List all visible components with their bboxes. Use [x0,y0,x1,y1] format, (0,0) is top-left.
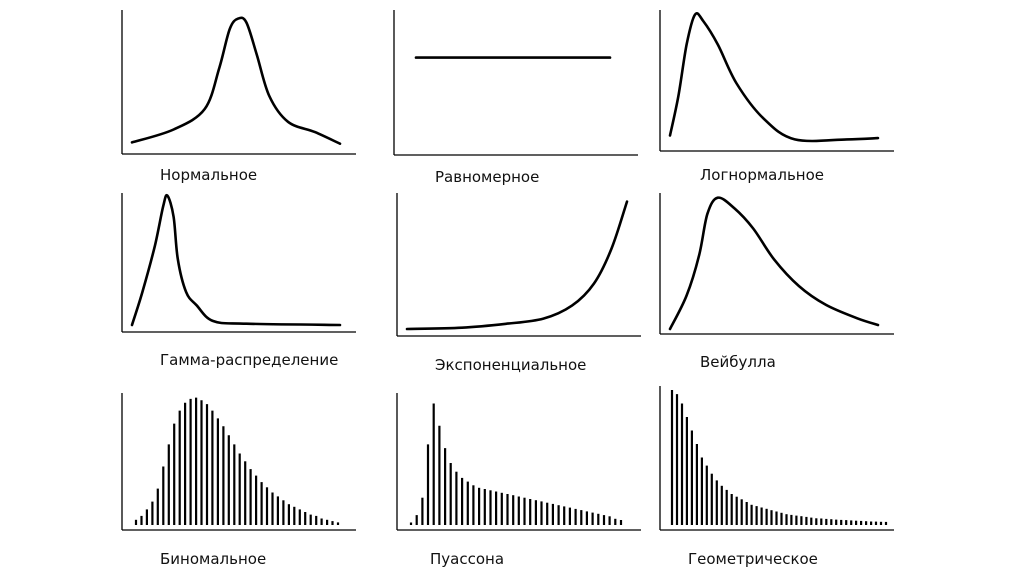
plot-geometric [659,386,894,531]
panel-poisson [395,393,641,531]
plot-binomial [121,393,356,531]
panel-normal [120,10,356,155]
caption-exponential: Экспоненциальное [435,356,587,374]
caption-geometric: Геометрическое [688,550,818,568]
panel-gamma [120,193,356,333]
plot-uniform [393,10,638,156]
panel-geometric [658,386,894,531]
plot-poisson [396,393,641,531]
caption-lognormal: Логнормальное [700,166,824,184]
caption-uniform: Равномерное [435,168,540,186]
lognormal-curve [668,11,880,143]
exponential-curve [405,200,629,331]
caption-normal: Нормальное [160,166,258,184]
weibull-curve [668,196,880,331]
panel-binomial [120,393,356,531]
panel-exponential [395,193,641,337]
plot-gamma [121,193,356,333]
caption-binomial: Биномальное [160,550,267,568]
plot-exponential [396,193,641,337]
caption-weibull: Вейбулла [700,353,776,371]
plot-normal [121,10,356,155]
gamma-curve [130,193,342,327]
normal-curve [130,16,342,145]
panel-weibull [658,193,894,335]
plot-weibull [659,193,894,335]
plot-lognormal [659,10,894,152]
panel-lognormal [658,10,894,152]
caption-gamma: Гамма-распределение [160,351,339,369]
caption-poisson: Пуассона [430,550,505,568]
panel-uniform [392,10,638,156]
